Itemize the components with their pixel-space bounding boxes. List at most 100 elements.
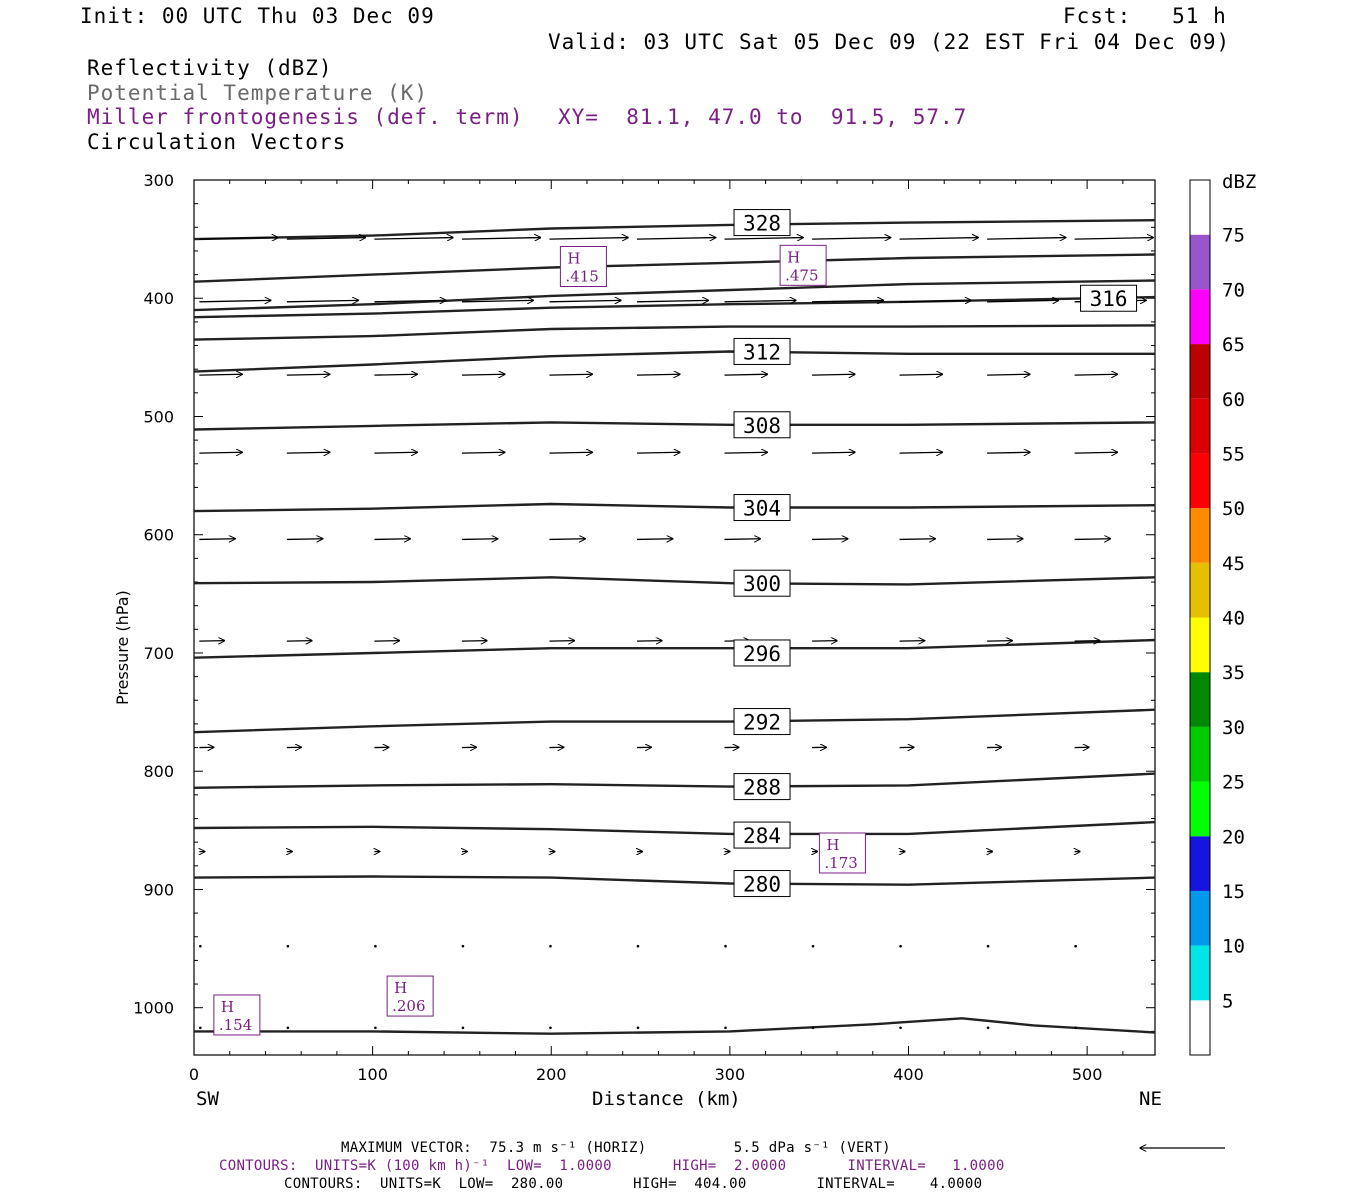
contour-label-box	[733, 773, 791, 801]
contours-purple-note: CONTOURS: UNITS=K (100 km h)⁻¹ LOW= 1.00…	[219, 1158, 1005, 1174]
frontogenesis-max-value: .206	[392, 997, 425, 1015]
frontogenesis-max-h: H	[787, 248, 800, 266]
circulation-vector	[899, 539, 936, 540]
theta-contour-line	[193, 576, 1156, 586]
colorbar-unit: dBZ	[1222, 171, 1256, 193]
theta-contour-line	[193, 875, 1156, 886]
circulation-vector	[1074, 452, 1118, 453]
colorbar-level-label: 5	[1222, 990, 1233, 1012]
circulation-vector	[636, 300, 708, 301]
circulation-vector	[724, 944, 727, 948]
circulation-vector	[199, 944, 202, 948]
y-axis-label: Pressure (hPa)	[113, 590, 132, 705]
circulation-vector	[461, 1026, 465, 1030]
contour-label: 308	[743, 414, 781, 438]
contour-label-box	[1080, 284, 1138, 312]
theta-contour-line	[193, 421, 1156, 431]
circulation-vector	[987, 641, 1012, 642]
circulation-vector	[724, 539, 761, 540]
contour-label: 328	[743, 212, 781, 236]
contour-label: 296	[743, 642, 781, 666]
circulation-vector	[199, 539, 235, 540]
max-vector-note: MAXIMUM VECTOR: 75.3 m s⁻¹ (HORIZ) 5.5 d…	[341, 1140, 891, 1156]
circulation-vector	[899, 641, 925, 642]
circulation-vector	[286, 300, 358, 301]
circulation-vector	[286, 374, 330, 375]
theta-contour-line	[193, 350, 1155, 373]
colorbar-level-label: 10	[1222, 936, 1245, 958]
colorbar-segment	[1190, 672, 1210, 727]
frontogenesis-max-value: .415	[565, 268, 598, 286]
colorbar-segment	[1190, 890, 1210, 946]
colorbar: 5 10 15 20 25 30 35 40 45 50 55 60 65 70 75 dBZ	[1189, 171, 1256, 1056]
circulation-vector	[199, 238, 278, 240]
y-tick-label: 1000	[133, 999, 174, 1018]
circulation-vector	[899, 300, 971, 301]
contour-label: 280	[743, 873, 781, 897]
x-end-left-label: SW	[196, 1088, 219, 1110]
circulation-vector	[1074, 1026, 1077, 1030]
frontogenesis-max-box	[559, 246, 607, 287]
circulation-vector	[724, 452, 768, 453]
circulation-vector	[199, 641, 224, 642]
circulation-vector	[987, 539, 1023, 540]
theta-contour-line	[193, 324, 1156, 341]
contour-label: 300	[743, 572, 781, 596]
colorbar-level-label: 40	[1222, 608, 1245, 630]
y-tick-label: 900	[143, 880, 174, 899]
circulation-vector	[724, 300, 796, 301]
x-tick-label: 400	[893, 1065, 924, 1084]
circulation-vectors	[199, 238, 1153, 1030]
circulation-vector	[374, 452, 417, 453]
frontogenesis-max-value: .475	[785, 266, 818, 284]
field-miller: Miller frontogenesis (def. term)	[87, 105, 524, 129]
colorbar-segment	[1190, 781, 1210, 837]
colorbar-level-label: 20	[1222, 826, 1245, 848]
circulation-vector	[987, 452, 1030, 453]
circulation-vector	[374, 539, 410, 540]
cross-section-xy: XY= 81.1, 47.0 to 91.5, 57.7	[558, 105, 968, 129]
colorbar-segment	[1190, 562, 1210, 618]
circulation-vector	[374, 300, 445, 301]
colorbar-level-label: 30	[1222, 717, 1245, 739]
circulation-vector	[286, 944, 290, 948]
circulation-vector	[899, 452, 943, 453]
frontogenesis-max-value: .154	[219, 1016, 252, 1034]
circulation-vector	[549, 238, 628, 240]
circulation-vector	[199, 1026, 202, 1030]
contour-label: 292	[743, 711, 781, 735]
colorbar-segment	[1190, 726, 1210, 782]
circulation-vector	[549, 944, 552, 948]
theta-contour-line	[193, 820, 1156, 836]
circulation-vector	[1074, 238, 1154, 240]
circulation-vector	[899, 238, 979, 240]
contour-label-box	[733, 337, 791, 365]
y-tick-label: 800	[143, 762, 174, 781]
circulation-vector	[461, 539, 498, 540]
colorbar-level-label: 45	[1222, 553, 1245, 575]
circulation-vector	[549, 1026, 552, 1030]
colorbar-level-label: 25	[1222, 772, 1245, 794]
circulation-vector	[812, 539, 848, 540]
contour-label-box	[733, 870, 791, 898]
circulation-vector	[636, 539, 673, 540]
colorbar-segment	[1190, 344, 1210, 399]
frontogenesis-max-h: H	[221, 998, 234, 1016]
frontogenesis-max-box	[779, 244, 827, 286]
x-end-right-label: NE	[1139, 1088, 1162, 1110]
axis-ticks: 300 400 500 600 700 800 900 1000 0 100 200 300 400 50…	[133, 171, 1155, 1084]
circulation-vector	[987, 300, 1058, 301]
theta-contour-line	[193, 638, 1156, 659]
y-tick-label: 600	[143, 526, 174, 545]
colorbar-level-label: 75	[1222, 225, 1245, 247]
valid-time: Valid: 03 UTC Sat 05 Dec 09 (22 EST Fri …	[548, 30, 1231, 54]
colorbar-level-label: 70	[1222, 279, 1245, 301]
contour-label: 284	[743, 824, 781, 848]
circulation-vector	[286, 539, 323, 540]
circulation-vector	[199, 452, 242, 453]
circulation-vector	[286, 1026, 290, 1030]
colorbar-segment	[1190, 617, 1210, 673]
circulation-vector	[636, 374, 680, 375]
circulation-vector	[986, 1026, 990, 1030]
colorbar-segment	[1190, 453, 1210, 509]
